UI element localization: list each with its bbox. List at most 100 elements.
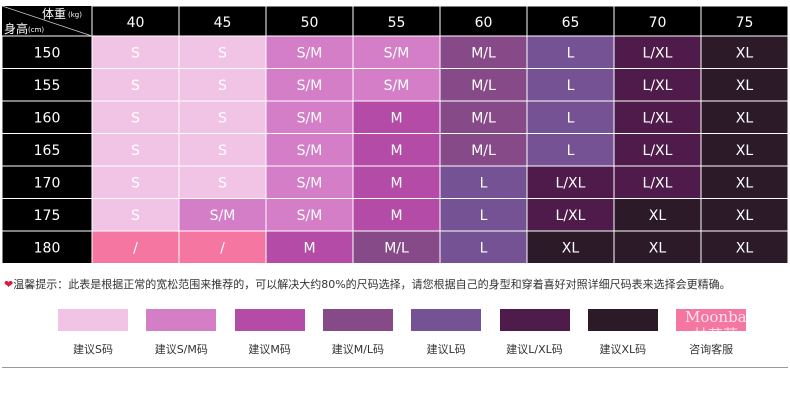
size-cell-text: S/M [297, 143, 323, 159]
size-cell-text: S [218, 45, 227, 61]
header-weight-label: 体重 [42, 7, 66, 21]
size-legend: 建议S码 建议S/M码 建议M码 建议M/L码 建议L码 建议L/XL码 建议XL码 咨询客服 [58, 309, 758, 361]
size-cell-text: M/L [471, 143, 496, 159]
size-cell-text: L/XL [643, 110, 673, 126]
size-cell [526, 165, 615, 199]
size-cell-text: M [390, 110, 402, 126]
size-cell [700, 165, 788, 199]
legend-label: 咨询客服 [689, 343, 734, 356]
size-cell-text: XL [736, 175, 754, 191]
height-header-cell [2, 198, 93, 232]
size-cell [91, 35, 180, 69]
legend-label: 建议M/L码 [331, 343, 385, 356]
size-cell-text: XL [736, 143, 754, 159]
size-cell-text: XL [562, 240, 580, 256]
legend-swatch [676, 309, 747, 331]
size-cell [352, 35, 441, 69]
weight-header-text: 40 [127, 15, 145, 31]
size-cell-text: S [131, 175, 140, 191]
size-cell-text: L [480, 175, 488, 191]
size-cell-text: XL [736, 240, 754, 256]
size-cell-text: / [220, 240, 225, 256]
size-cell-text: S/M [297, 208, 323, 224]
height-header-cell [2, 230, 93, 264]
legend-label: 建议L/XL码 [506, 343, 563, 356]
watermark-brand-chinese: 林芭莎 [693, 326, 739, 344]
weight-header-cell [700, 6, 788, 37]
legend-swatch [234, 309, 305, 331]
size-cell-text: L [567, 143, 575, 159]
size-cell [352, 230, 441, 264]
size-chart-table: 40 45 50 55 60 65 70 75 150 S S S/M S/M M/L L L/XL XL15… [2, 6, 788, 264]
size-cell [439, 230, 528, 264]
legend-item: 建议L/XL码 [499, 309, 570, 357]
weight-header-text: 75 [736, 15, 754, 31]
size-cell [613, 230, 702, 264]
size-cell-text: L [567, 45, 575, 61]
size-cell-text: S [218, 143, 227, 159]
size-cell-text: S [218, 110, 227, 126]
weight-header-cell [91, 6, 180, 37]
legend-swatch [587, 309, 658, 331]
legend-swatch [499, 309, 570, 331]
legend-label: 建议S码 [73, 343, 113, 356]
size-cell-text: XL [649, 240, 667, 256]
size-cell [178, 68, 267, 102]
size-cell [178, 35, 267, 69]
size-cell-text: S/M [297, 78, 323, 94]
size-cell-text: S/M [384, 45, 410, 61]
size-cell-text: S/M [210, 208, 236, 224]
legend-item: 咨询客服 [676, 309, 747, 357]
size-cell-text: S/M [297, 110, 323, 126]
size-cell [91, 198, 180, 232]
weight-header-text: 55 [388, 15, 406, 31]
legend-item: 建议M码 [234, 309, 305, 357]
size-cell-text: XL [736, 208, 754, 224]
size-cell-text: L/XL [556, 208, 586, 224]
size-cell-text: S [131, 143, 140, 159]
size-cell [265, 133, 354, 167]
size-cell [91, 133, 180, 167]
legend-item: 建议L码 [411, 309, 482, 357]
size-cell-text: L/XL [643, 143, 673, 159]
size-cell [265, 198, 354, 232]
size-cell [178, 230, 267, 264]
header-diagonal-line [2, 6, 93, 37]
size-cell-text: S [131, 110, 140, 126]
legend-swatch [322, 309, 393, 331]
legend-label: 建议XL码 [599, 343, 647, 356]
size-cell [700, 68, 788, 102]
weight-header-text: 60 [475, 15, 493, 31]
header-height-unit: (cm) [28, 26, 44, 34]
size-cell-text: M/L [384, 240, 409, 256]
size-cell-text: M [303, 240, 315, 256]
size-cell-text: M/L [471, 78, 496, 94]
size-cell-text: XL [649, 208, 667, 224]
size-cell [265, 68, 354, 102]
height-header-cell [2, 165, 93, 199]
size-notice: ❤温馨提示：此表是根据正常的宽松范围来推荐的，可以解决大约80%的尺码选择，请您… [4, 276, 731, 292]
size-cell [439, 68, 528, 102]
size-cell [439, 133, 528, 167]
header-weight-unit: (kg) [68, 11, 82, 19]
height-header-text: 170 [34, 175, 61, 191]
size-cell-text: S [131, 208, 140, 224]
size-cell-text: XL [736, 45, 754, 61]
size-cell-text: XL [736, 110, 754, 126]
size-cell [526, 35, 615, 69]
size-cell-text: L/XL [643, 78, 673, 94]
size-cell [178, 198, 267, 232]
size-cell-text: L [480, 240, 488, 256]
height-header-text: 160 [34, 110, 61, 126]
size-cell [613, 68, 702, 102]
size-cell [526, 133, 615, 167]
legend-label: 建议M码 [248, 343, 291, 356]
size-cell [613, 100, 702, 134]
size-cell-text: S/M [297, 175, 323, 191]
height-header-text: 165 [34, 143, 61, 159]
size-cell [700, 230, 788, 264]
weight-header-text: 65 [562, 15, 580, 31]
size-cell-text: S [218, 78, 227, 94]
size-cell [700, 133, 788, 167]
legend-swatch [411, 309, 482, 331]
